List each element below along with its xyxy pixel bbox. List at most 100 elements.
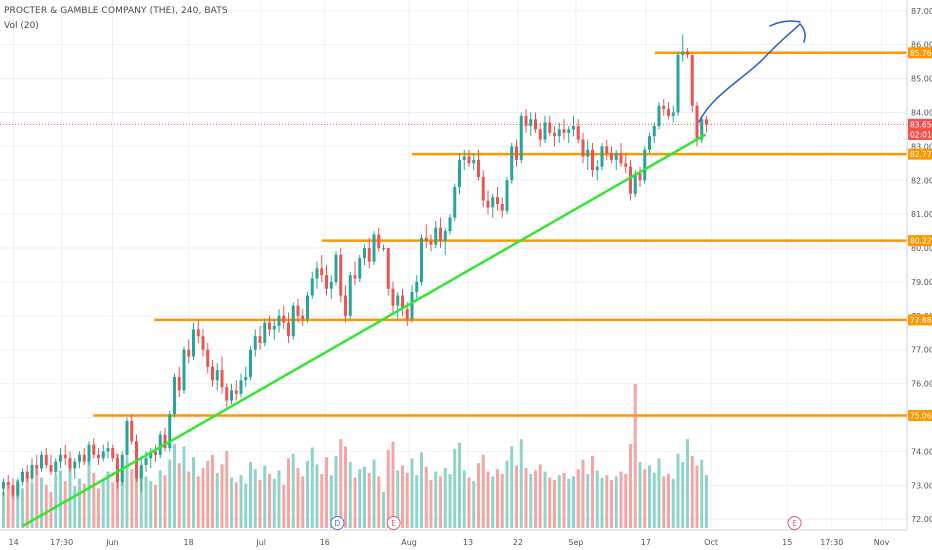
volume-bar: [519, 439, 523, 528]
candle: [595, 166, 599, 171]
candle: [605, 146, 609, 154]
volume-bar: [424, 466, 428, 528]
x-tick-label: Aug: [401, 538, 417, 547]
volume-bar: [643, 469, 647, 528]
candle: [591, 149, 594, 171]
candle: [515, 146, 518, 160]
candle: [59, 454, 62, 462]
candle: [244, 376, 248, 381]
candle: [63, 454, 67, 459]
earnings-marker[interactable]: [787, 516, 802, 530]
candle: [173, 376, 176, 415]
volume-bar: [16, 480, 20, 528]
y-tick-label: 86.00: [911, 41, 932, 50]
volume-bar: [263, 465, 267, 528]
volume-bar: [486, 471, 490, 528]
candle: [486, 200, 490, 208]
trendline[interactable]: [22, 133, 707, 528]
volume-bar: [92, 472, 96, 528]
volume-bar: [500, 474, 504, 528]
volume-bar: [73, 486, 77, 528]
y-tick-label: 87.00: [911, 7, 932, 16]
candle: [472, 159, 476, 164]
volume-bar: [296, 468, 300, 528]
y-tick-label: 81.00: [911, 210, 932, 219]
candle: [144, 458, 148, 465]
volume-bar: [239, 475, 243, 528]
volume-bar: [605, 475, 609, 528]
candle: [700, 119, 704, 140]
volume-bar: [258, 480, 262, 528]
event-marker-label: D: [335, 519, 341, 528]
earnings-marker[interactable]: [386, 516, 401, 530]
volume-bar: [562, 472, 566, 528]
candle: [633, 173, 637, 194]
price-label: 82.77: [910, 150, 932, 159]
candle: [49, 464, 53, 472]
volume-bar: [196, 476, 200, 528]
candle: [415, 281, 419, 293]
volume-bar: [301, 476, 305, 528]
volume-indicator-label[interactable]: Vol (20): [4, 21, 39, 31]
candle: [25, 471, 29, 479]
volume-bar: [529, 474, 533, 528]
candle: [163, 434, 167, 449]
volume-bar: [120, 474, 124, 528]
volume-bar: [700, 459, 704, 528]
candle: [154, 451, 157, 455]
candle: [182, 349, 186, 391]
forecast-sketch[interactable]: [698, 20, 806, 123]
y-tick-label: 77.00: [911, 346, 932, 355]
volume-bar: [244, 483, 248, 528]
candle: [287, 322, 290, 337]
candle: [201, 336, 205, 350]
candle: [272, 326, 276, 330]
volume-bar: [206, 460, 210, 528]
candle: [206, 349, 210, 367]
candle: [315, 268, 319, 279]
volume-bar: [329, 475, 333, 528]
price-label-bg: [908, 118, 932, 130]
volume-bar: [372, 459, 376, 528]
candle: [78, 454, 81, 462]
time-axis[interactable]: [0, 530, 907, 550]
candle: [510, 146, 514, 181]
volume-bar: [576, 469, 580, 528]
volume-bar: [30, 482, 34, 528]
volume-bar: [538, 464, 542, 528]
volume-bar: [339, 439, 343, 528]
candle: [391, 288, 395, 306]
volume-bar: [35, 468, 39, 528]
candle: [567, 129, 571, 133]
candle: [401, 295, 404, 310]
candle: [581, 139, 585, 157]
candle: [367, 248, 371, 262]
volume-bar: [572, 476, 575, 528]
candle: [2, 481, 5, 489]
candle: [296, 305, 300, 316]
volume-bar: [619, 471, 623, 528]
volume-bar: [600, 477, 604, 528]
volume-bar: [491, 476, 495, 528]
x-tick-label: Jun: [105, 538, 119, 547]
volume-bar: [657, 458, 661, 528]
y-tick-label: 84.00: [911, 108, 932, 117]
candle: [92, 444, 96, 455]
candle: [139, 464, 143, 479]
y-tick-label: 82.00: [911, 176, 932, 185]
candle: [215, 370, 219, 381]
volume-bar: [686, 439, 689, 528]
price-axis[interactable]: [907, 0, 932, 550]
volume-bar: [624, 474, 628, 528]
volume-bar: [429, 480, 433, 528]
candle: [35, 464, 39, 469]
dividend-marker[interactable]: [330, 516, 345, 530]
candle: [168, 414, 172, 449]
volume-bar: [211, 454, 214, 528]
volume-bar: [524, 468, 528, 528]
candle: [234, 390, 238, 394]
x-tick-label: 15: [782, 538, 792, 547]
volume-bar: [690, 456, 694, 528]
